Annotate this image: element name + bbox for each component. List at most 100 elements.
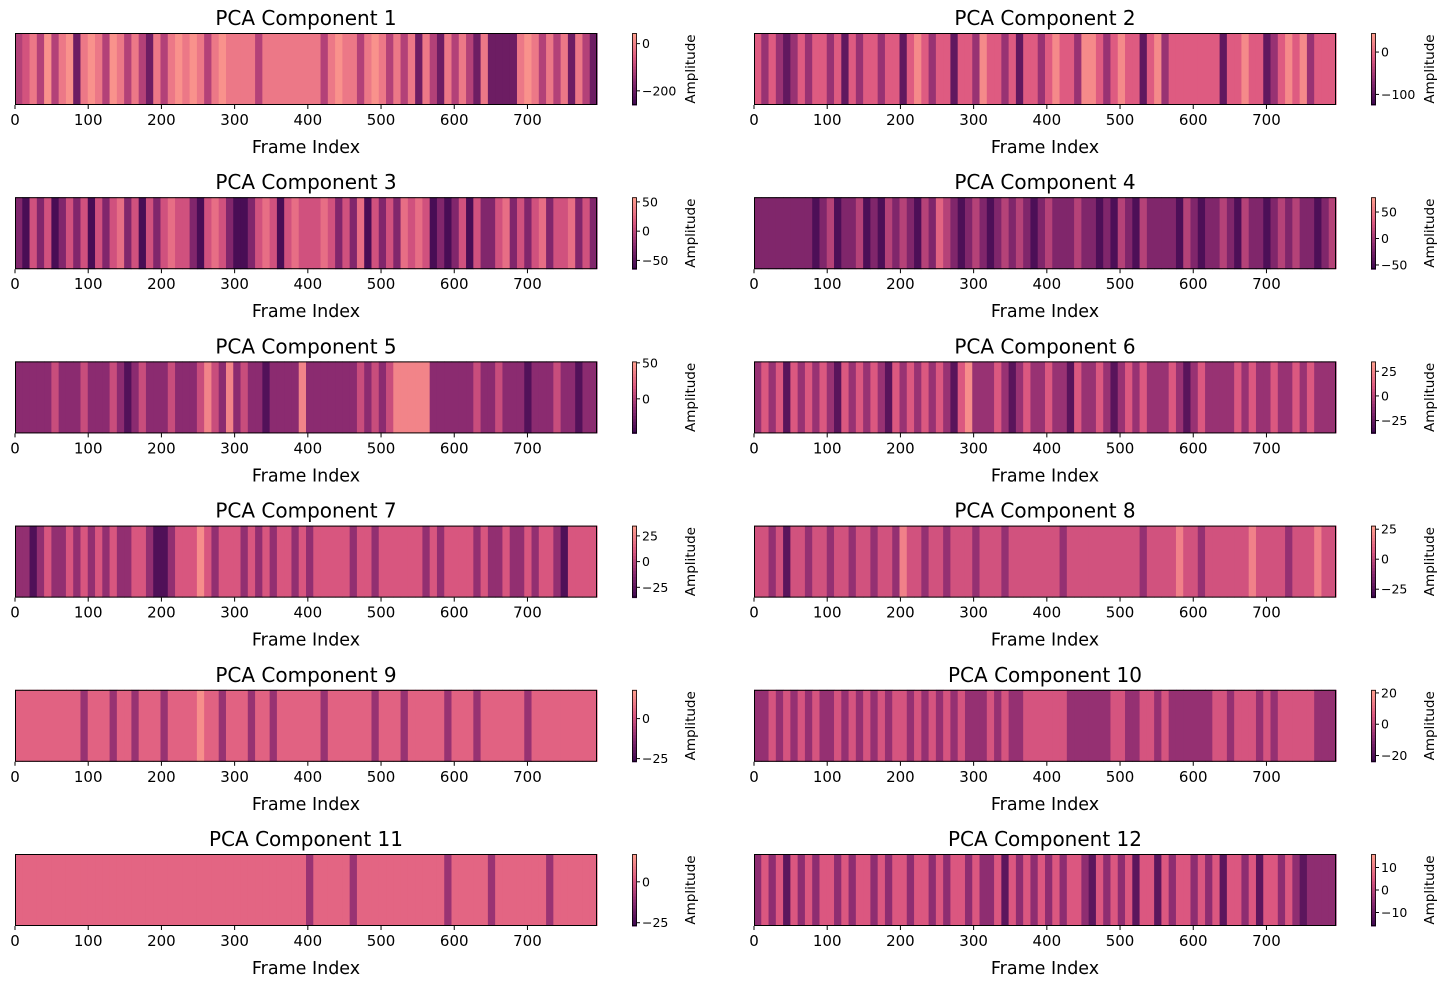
colorbar-segment [1371, 713, 1376, 718]
heatmap-stripe [994, 689, 1002, 762]
colorbar-segment [632, 51, 637, 55]
heatmap-stripe [204, 525, 213, 598]
heatmap-stripe [531, 33, 540, 105]
heatmap-stripe [819, 197, 828, 270]
colorbar-segment [632, 66, 637, 70]
heatmap-stripe [1161, 525, 1170, 598]
heatmap-stripe [1328, 197, 1337, 270]
heatmap-stripe [790, 689, 799, 762]
heatmap-stripe [797, 361, 806, 434]
heatmap-stripe [783, 854, 791, 926]
heatmap-stripe [560, 525, 569, 598]
heatmap-stripe [320, 689, 329, 762]
plot-frame [754, 525, 1336, 598]
heatmap-stripe [761, 33, 770, 105]
colorbar-segment [1371, 588, 1376, 593]
colorbar-segment [1371, 84, 1376, 88]
heatmap-stripe [44, 197, 52, 270]
x-tick-label: 300 [959, 439, 988, 457]
heatmap-stripe [567, 854, 576, 926]
heatmap-stripe [276, 361, 285, 434]
heatmap-stripe [1183, 854, 1192, 926]
colorbar-segment [632, 914, 637, 918]
plot-frame [754, 361, 1336, 434]
heatmap-stripe [422, 525, 431, 598]
heatmap-stripe [1088, 33, 1097, 105]
colorbar-frame [1371, 689, 1376, 762]
colorbar-segment [632, 734, 637, 739]
heatmap-stripe [516, 361, 525, 434]
heatmap-stripe [1306, 361, 1315, 434]
heatmap-stripe [899, 854, 908, 926]
colorbar-segment [632, 81, 637, 85]
heatmap-stripe [495, 361, 504, 434]
heatmap-stripe [884, 854, 893, 926]
heatmap-stripe [269, 525, 278, 598]
heatmap-stripe [964, 361, 973, 434]
heatmap-stripe [1045, 33, 1053, 105]
heatmap-stripe [458, 525, 467, 598]
heatmap-stripe [1321, 33, 1330, 105]
heatmap-stripe [986, 197, 995, 270]
x-tick-label: 200 [886, 275, 915, 293]
x-tick-label: 700 [513, 768, 542, 786]
heatmap-stripe [928, 361, 937, 434]
heatmap-stripe [538, 525, 547, 598]
x-tick-label: 300 [220, 768, 249, 786]
heatmap-stripe [1168, 525, 1177, 598]
heatmap-stripe [320, 854, 329, 926]
colorbar-segment [1371, 403, 1376, 407]
heatmap-stripe [1095, 33, 1104, 105]
colorbar-segment [632, 99, 637, 103]
heatmap-stripe [546, 197, 554, 270]
heatmap-stripe [80, 361, 89, 434]
heatmap-stripe [994, 197, 1002, 270]
heatmap-stripe [516, 197, 525, 270]
heatmap-stripe [553, 361, 562, 434]
heatmap-stripe [51, 525, 60, 598]
heatmap-stripe [1248, 361, 1257, 434]
subplot-8: PCA Component 8 0 100 200 300 400 500 600 700 Fra… [749, 499, 1438, 651]
heatmap-stripe [819, 361, 828, 434]
x-axis-label: Frame Index [252, 795, 360, 815]
heatmap-stripe [102, 33, 111, 105]
heatmap-stripe [29, 689, 38, 762]
heatmap-stripe [189, 361, 198, 434]
heatmap-stripe [834, 361, 842, 434]
x-tick-label: 400 [1033, 604, 1062, 622]
heatmap-stripe [1197, 361, 1206, 434]
colorbar-segment [1371, 367, 1376, 371]
heatmap-stripe [160, 197, 169, 270]
heatmap-stripe [1321, 525, 1330, 598]
heatmap-stripe [473, 197, 482, 270]
heatmap-stripe [1263, 33, 1272, 105]
heatmap-stripe [553, 689, 562, 762]
heatmap-stripe [298, 197, 307, 270]
heatmap-stripe [1292, 197, 1301, 270]
heatmap-stripe [524, 525, 533, 598]
heatmap-stripe [189, 33, 198, 105]
colorbar-segment [632, 87, 637, 91]
heatmap-stripe [313, 33, 322, 105]
heatmap-stripe [826, 689, 835, 762]
heatmap-stripe [884, 33, 893, 105]
colorbar-segment [632, 713, 637, 718]
heatmap-stripe [466, 854, 474, 926]
heatmap-stripe [892, 197, 901, 270]
x-tick-label: 400 [1033, 932, 1062, 950]
colorbar-segment [632, 102, 637, 106]
heatmap-stripe [262, 689, 271, 762]
heatmap-stripe [768, 854, 777, 926]
colorbar-segment [1371, 749, 1376, 754]
heatmap-stripe [145, 854, 154, 926]
heatmap-stripe [754, 689, 762, 762]
heatmap-stripe [225, 854, 234, 926]
heatmap-stripe [957, 361, 966, 434]
heatmap-stripe [1110, 525, 1119, 598]
heatmap-stripe [1146, 197, 1155, 270]
x-tick-label: 700 [1252, 275, 1281, 293]
colorbar-segment [1371, 887, 1376, 891]
heatmap-stripe [327, 525, 336, 598]
heatmap-stripe [524, 33, 533, 105]
heatmap-stripe [1314, 33, 1323, 105]
